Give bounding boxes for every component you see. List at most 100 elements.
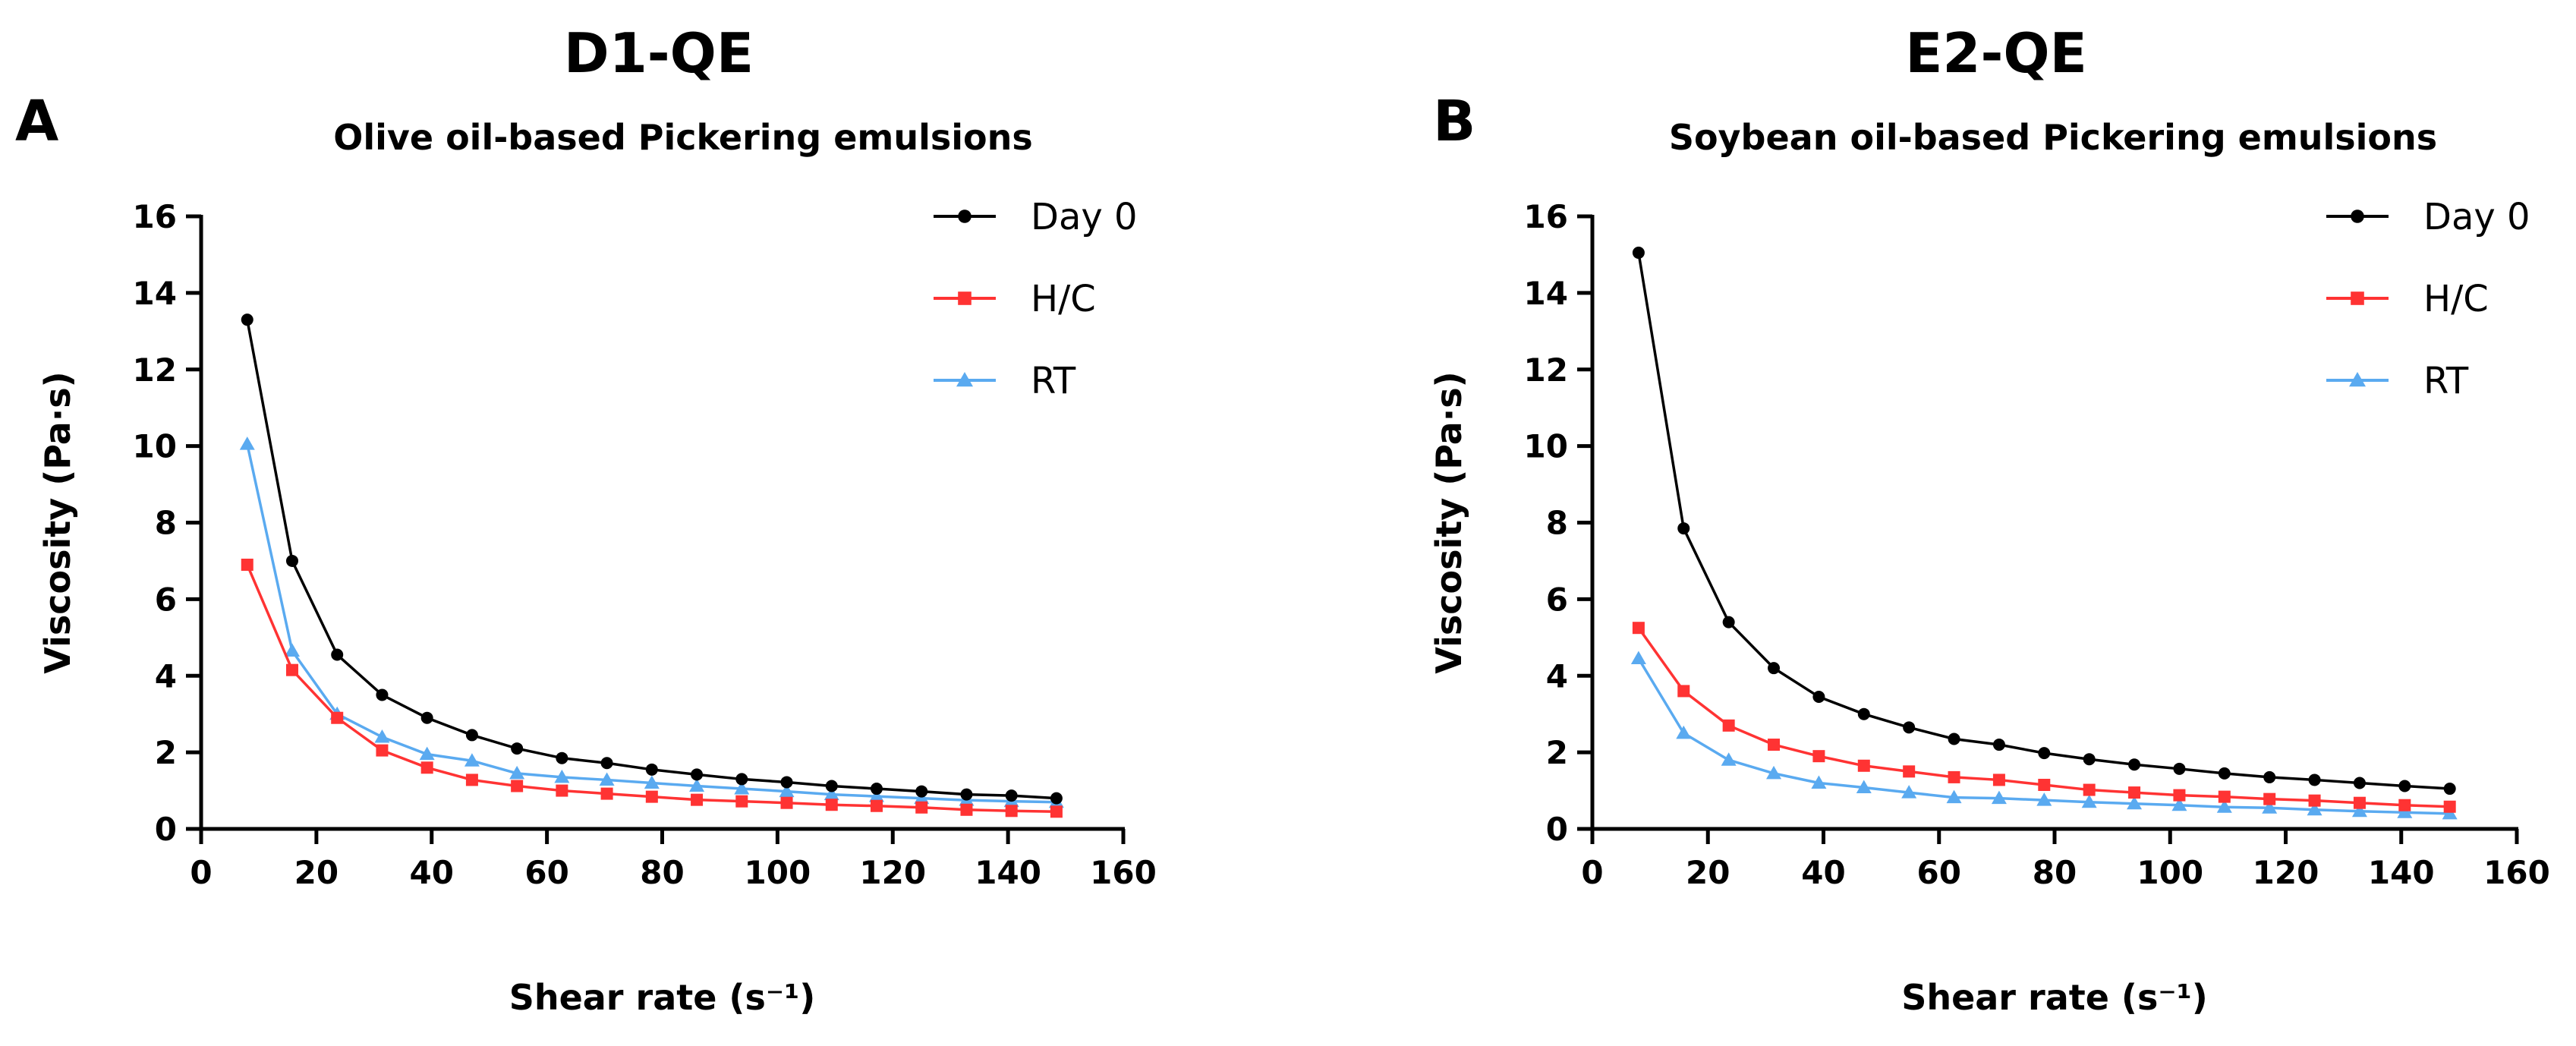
data-point-day-0 <box>2083 753 2096 766</box>
legend: Day 0 H/C RT <box>934 196 1138 402</box>
legend-label: Day 0 <box>2423 196 2530 238</box>
y-tick-label: 10 <box>133 428 177 465</box>
y-tick-label: 12 <box>133 351 177 389</box>
data-point-rt <box>689 778 705 792</box>
data-point-rt <box>1946 789 1962 804</box>
data-point-day-0 <box>780 776 793 789</box>
data-point-h-c <box>2038 778 2051 791</box>
y-tick-label: 2 <box>155 734 177 771</box>
y-tick-label: 10 <box>1524 428 1568 465</box>
legend-marker <box>2349 372 2366 387</box>
data-point-rt <box>2262 800 2278 814</box>
legend-marker <box>958 291 972 305</box>
x-axis-label: Shear rate (s⁻¹) <box>1901 977 2208 1018</box>
data-point-day-0 <box>1768 662 1781 675</box>
data-point-day-0 <box>870 783 883 796</box>
series-line-rt <box>246 443 1057 804</box>
data-point-rt <box>2171 797 2187 811</box>
data-point-day-0 <box>2263 770 2276 783</box>
legend-item-h-c: H/C <box>2326 278 2489 320</box>
data-point-h-c <box>1632 622 1645 635</box>
data-point-day-0 <box>285 554 298 567</box>
series-line-day-0 <box>246 319 1057 800</box>
x-tick-label: 120 <box>2253 854 2319 891</box>
data-point-h-c <box>1005 805 1018 818</box>
x-tick-label: 120 <box>859 854 926 891</box>
data-point-h-c <box>2083 783 2096 796</box>
x-tick-label: 40 <box>410 854 454 891</box>
data-point-day-0 <box>1632 246 1645 259</box>
data-point-day-0 <box>1857 707 1870 720</box>
data-point-h-c <box>825 799 838 811</box>
data-point-day-0 <box>2128 758 2141 771</box>
data-point-rt <box>644 775 660 789</box>
data-point-day-0 <box>600 757 613 770</box>
data-point-day-0 <box>2218 767 2231 780</box>
data-point-rt <box>2036 792 2052 806</box>
data-point-h-c <box>2218 790 2231 803</box>
data-point-rt <box>2307 802 2322 816</box>
data-point-h-c <box>645 790 658 803</box>
data-point-day-0 <box>1812 690 1825 703</box>
x-axis-label: Shear rate (s⁻¹) <box>509 977 816 1018</box>
y-tick-label: 8 <box>155 505 177 542</box>
legend-item-rt: RT <box>934 360 1076 402</box>
data-point-h-c <box>1722 719 1735 732</box>
data-point-h-c <box>735 795 748 808</box>
y-tick-label: 14 <box>133 275 177 312</box>
x-tick-label: 0 <box>1581 854 1603 891</box>
legend-label: Day 0 <box>1031 196 1138 238</box>
data-point-h-c <box>1768 739 1781 751</box>
data-point-rt <box>1766 765 1782 780</box>
data-point-rt <box>1676 725 1692 739</box>
y-tick-label: 8 <box>1546 505 1568 542</box>
data-point-day-0 <box>1948 733 1960 745</box>
data-point-h-c <box>1992 773 2005 786</box>
x-tick-label: 80 <box>640 854 684 891</box>
x-tick-label: 60 <box>524 854 568 891</box>
y-tick-label: 0 <box>155 811 177 848</box>
data-point-day-0 <box>825 780 838 792</box>
data-point-h-c <box>1948 770 1960 783</box>
legend-label: RT <box>2423 360 2469 402</box>
data-point-h-c <box>2173 789 2186 802</box>
chart-panel-b: B E2-QE Soybean oil-based Pickering emulsi… <box>1428 21 2550 1018</box>
data-point-h-c <box>1903 765 1916 778</box>
data-point-h-c <box>2308 794 2321 807</box>
y-axis-label: Viscosity (Pa·s) <box>37 371 78 673</box>
data-point-h-c <box>2263 792 2276 805</box>
data-point-rt <box>2127 796 2143 810</box>
data-point-day-0 <box>1992 739 2005 751</box>
legend-item-day-0: Day 0 <box>2326 196 2530 238</box>
data-point-day-0 <box>2038 747 2051 760</box>
data-point-rt <box>374 729 390 743</box>
series-h-c <box>241 558 1063 818</box>
data-point-h-c <box>2353 796 2366 809</box>
legend-item-h-c: H/C <box>934 278 1096 320</box>
data-point-h-c <box>376 744 389 757</box>
data-point-h-c <box>1857 759 1870 772</box>
data-point-h-c <box>465 773 478 786</box>
chart-title: E2-QE <box>1905 21 2087 85</box>
y-axis-label: Viscosity (Pa·s) <box>1428 371 1469 673</box>
y-tick-label: 14 <box>1524 275 1568 312</box>
data-point-day-0 <box>376 688 389 701</box>
data-point-rt <box>1901 785 1917 799</box>
data-point-rt <box>824 786 839 801</box>
data-point-day-0 <box>691 768 704 781</box>
data-point-rt <box>419 746 435 761</box>
legend-marker <box>2351 210 2364 223</box>
legend-label: H/C <box>1031 278 1096 320</box>
y-tick-label: 16 <box>1524 198 1568 235</box>
data-point-rt <box>554 769 570 783</box>
legend-marker <box>958 210 972 223</box>
data-point-rt <box>2216 799 2232 813</box>
chart-subtitle: Olive oil-based Pickering emulsions <box>333 117 1033 158</box>
data-point-h-c <box>870 799 883 812</box>
x-tick-label: 40 <box>1801 854 1845 891</box>
data-point-h-c <box>331 711 344 724</box>
legend-label: RT <box>1031 360 1076 402</box>
data-point-h-c <box>1677 685 1690 698</box>
data-point-day-0 <box>1050 792 1063 805</box>
